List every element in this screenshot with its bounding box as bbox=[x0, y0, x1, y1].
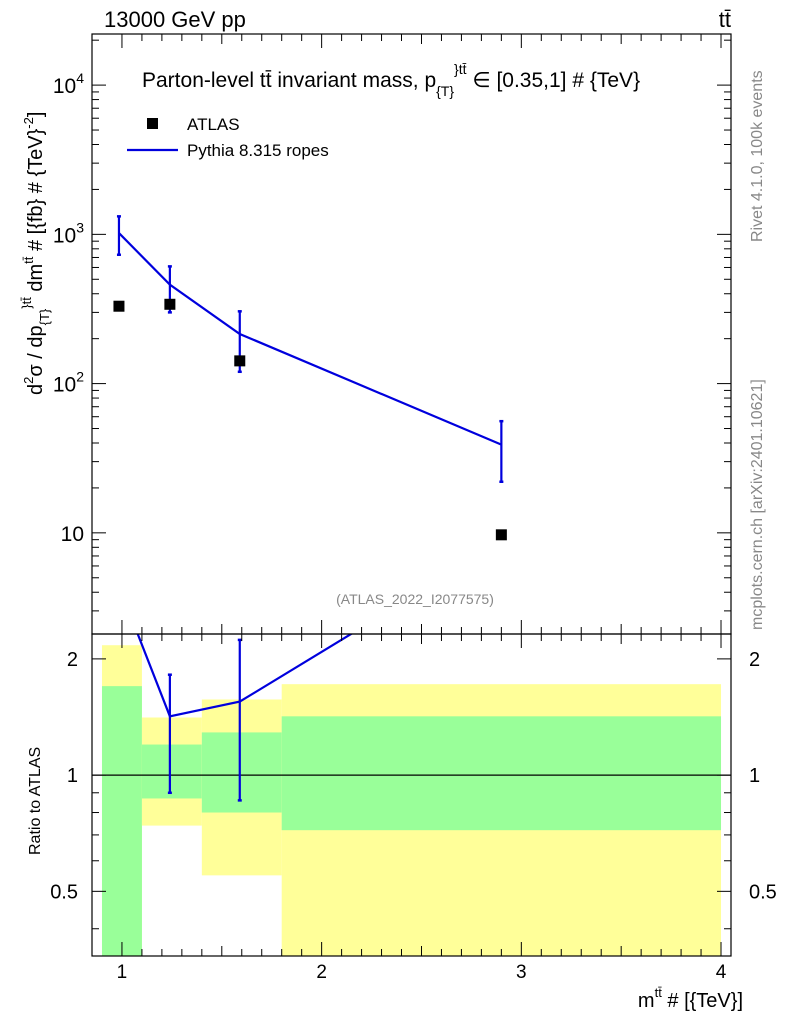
x-tick-label: 2 bbox=[316, 962, 327, 983]
chart-title: Parton-level tt̄ invariant mass, p{T}}tt… bbox=[142, 61, 640, 99]
ratio-y-tick-label-right: 1 bbox=[749, 765, 760, 787]
rivet-label: Rivet 4.1.0, 100k events bbox=[749, 70, 766, 242]
data-point bbox=[164, 298, 176, 310]
main-panel-ticks bbox=[92, 34, 731, 634]
mcplots-label: mcplots.cern.ch [arXiv:2401.10621] bbox=[749, 379, 766, 630]
ratio-band-inner bbox=[101, 686, 142, 956]
data-point bbox=[113, 300, 125, 312]
data-series bbox=[113, 298, 507, 541]
legend-atlas-label: ATLAS bbox=[187, 115, 240, 134]
mc-series bbox=[116, 215, 504, 483]
x-tick-label: 1 bbox=[117, 962, 128, 983]
ratio-bands bbox=[101, 645, 722, 956]
y-tick-label: 10 bbox=[61, 523, 84, 546]
mc-line bbox=[118, 232, 502, 446]
data-point bbox=[495, 529, 507, 541]
ratio-panel-ticks bbox=[92, 634, 731, 956]
ratio-y-tick-label-right: 2 bbox=[749, 649, 760, 671]
ratio-panel-frame bbox=[91, 633, 732, 957]
ratio-y-tick-label-left: 2 bbox=[67, 649, 78, 671]
analysis-watermark: (ATLAS_2022_I2077575) bbox=[336, 591, 494, 607]
main-panel: 10 102 103 104 Parton-level tt̄ invariant m… bbox=[19, 33, 732, 635]
ratio-band-inner bbox=[281, 716, 722, 831]
y-axis-label-ratio: Ratio to ATLAS bbox=[27, 747, 44, 855]
y-tick-label: 103 bbox=[53, 219, 84, 247]
x-tick-label: 4 bbox=[716, 962, 727, 983]
data-point bbox=[234, 355, 246, 367]
main-panel-ytick-labels: 10 102 103 104 bbox=[53, 70, 84, 546]
ratio-y-tick-label-left: 1 bbox=[67, 765, 78, 787]
header-left: 13000 GeV pp bbox=[104, 7, 246, 32]
ratio-mc-line bbox=[136, 634, 354, 718]
ratio-panel: 0.5 0.5 1 1 2 2 1 2 3 4 Ratio to ATLAS mtt̄ # [{T… bbox=[27, 633, 777, 1012]
legend-atlas-marker bbox=[147, 118, 158, 129]
ratio-band-inner bbox=[141, 744, 202, 799]
ratio-y-tick-label-right: 0.5 bbox=[749, 881, 777, 903]
y-tick-label: 102 bbox=[53, 369, 84, 397]
x-axis-label: mtt̄ # [{TeV}] bbox=[638, 985, 743, 1012]
y-axis-label-main: d2σ / dp{T}}tt̄ dmtt̄ # [{fb} # {TeV}-2] bbox=[19, 112, 52, 395]
header-right: tt̄ bbox=[719, 7, 731, 32]
legend: ATLAS Pythia 8.315 ropes bbox=[127, 115, 329, 160]
legend-mc-label: Pythia 8.315 ropes bbox=[187, 141, 329, 160]
ratio-y-tick-label-left: 0.5 bbox=[50, 881, 78, 903]
y-tick-label: 104 bbox=[53, 70, 84, 98]
ratio-mc-series bbox=[136, 634, 354, 802]
ratio-panel-tick-labels: 0.5 0.5 1 1 2 2 1 2 3 4 bbox=[50, 649, 777, 983]
x-tick-label: 3 bbox=[516, 962, 527, 983]
